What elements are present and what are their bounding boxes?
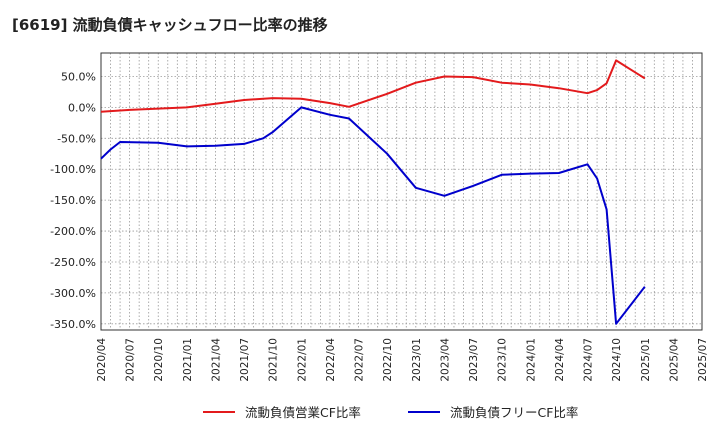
plot-area [101, 53, 702, 330]
x-tick-label: 2025/07 [697, 338, 709, 382]
y-tick-label: -150.0% [50, 194, 96, 207]
legend-label-1: 流動負債営業CF比率 [245, 405, 361, 420]
y-tick-label: -350.0% [50, 318, 96, 331]
y-tick-label: -50.0% [57, 132, 96, 145]
legend-label-2: 流動負債フリーCF比率 [450, 405, 578, 420]
x-tick-label: 2022/07 [354, 338, 366, 382]
x-tick-label: 2025/01 [640, 338, 652, 382]
y-tick-label: 50.0% [61, 70, 96, 83]
y-tick-label: -200.0% [50, 225, 96, 238]
x-tick-label: 2021/04 [210, 338, 222, 382]
x-tick-label: 2024/07 [583, 338, 595, 382]
series-line-1 [100, 59, 646, 113]
series-line-2 [100, 106, 646, 325]
x-tick-label: 2022/10 [382, 338, 394, 382]
x-tick-label: 2023/01 [411, 338, 423, 382]
x-tick-label: 2020/04 [96, 338, 108, 382]
x-tick-label: 2025/04 [668, 338, 680, 382]
x-tick-label: 2024/01 [525, 338, 537, 382]
x-tick-label: 2020/10 [153, 338, 165, 382]
y-tick-label: -300.0% [50, 287, 96, 300]
plot-frame [100, 52, 703, 331]
x-tick-label: 2021/10 [268, 338, 280, 382]
x-tick-label: 2022/01 [296, 338, 308, 382]
x-tick-label: 2024/10 [611, 338, 623, 382]
x-tick-label: 2021/01 [182, 338, 194, 382]
chart-title: [6619] 流動負債キャッシュフロー比率の推移 [12, 16, 328, 34]
x-tick-label: 2022/04 [325, 338, 337, 382]
x-tick-label: 2021/07 [239, 338, 251, 382]
x-tick-label: 2024/04 [554, 338, 566, 382]
x-tick-label: 2023/10 [497, 338, 509, 382]
x-tick-label: 2020/07 [125, 338, 137, 382]
y-tick-label: -250.0% [50, 256, 96, 269]
x-tick-label: 2023/07 [468, 338, 480, 382]
y-tick-label: -100.0% [50, 163, 96, 176]
y-tick-label: 0.0% [68, 101, 96, 114]
x-tick-label: 2023/04 [439, 338, 451, 382]
